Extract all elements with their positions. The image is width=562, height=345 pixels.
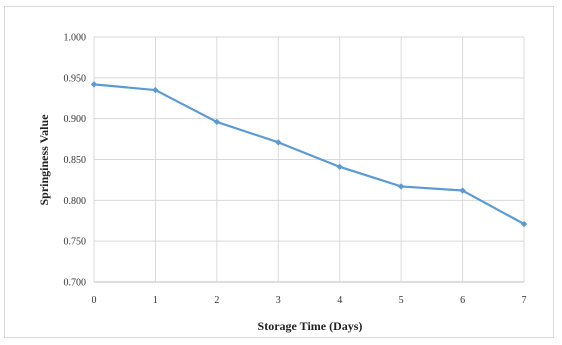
y-tick-label: 0.850: [64, 155, 87, 166]
x-tick-label: 7: [522, 295, 527, 306]
x-tick-label: 0: [92, 295, 97, 306]
data-point-marker: [336, 163, 343, 171]
data-point-marker: [90, 81, 98, 88]
data-point-marker: [520, 220, 528, 228]
y-tick-label: 0.950: [64, 73, 87, 84]
data-point-marker: [459, 187, 466, 194]
y-tick-label: 0.800: [64, 196, 87, 207]
x-axis-title: Storage Time (Days): [258, 319, 363, 333]
data-point-marker: [152, 86, 159, 94]
data-point-marker: [397, 183, 405, 190]
x-tick-label: 2: [214, 295, 219, 306]
x-tick-label: 3: [276, 295, 281, 306]
gridlines: [93, 36, 525, 283]
x-tick-label: 1: [153, 295, 158, 306]
x-tick-label: 4: [337, 295, 342, 306]
data-point-marker: [213, 118, 221, 126]
x-tick-label: 5: [399, 295, 404, 306]
series-line: [93, 83, 525, 225]
tick-labels: 0.700 0.750 0.800 0.850 0.900 0.950 1.000 0 1 2 3 4…: [64, 33, 527, 307]
y-tick-label: 0.700: [64, 278, 87, 289]
y-tick-label: 0.900: [64, 114, 87, 125]
data-point-marker: [275, 139, 282, 146]
y-tick-label: 1.000: [64, 33, 87, 44]
series-layer: [90, 81, 528, 228]
y-axis-title: Springiness Value: [37, 114, 51, 206]
x-tick-label: 6: [460, 295, 465, 306]
y-tick-label: 0.750: [64, 237, 87, 248]
